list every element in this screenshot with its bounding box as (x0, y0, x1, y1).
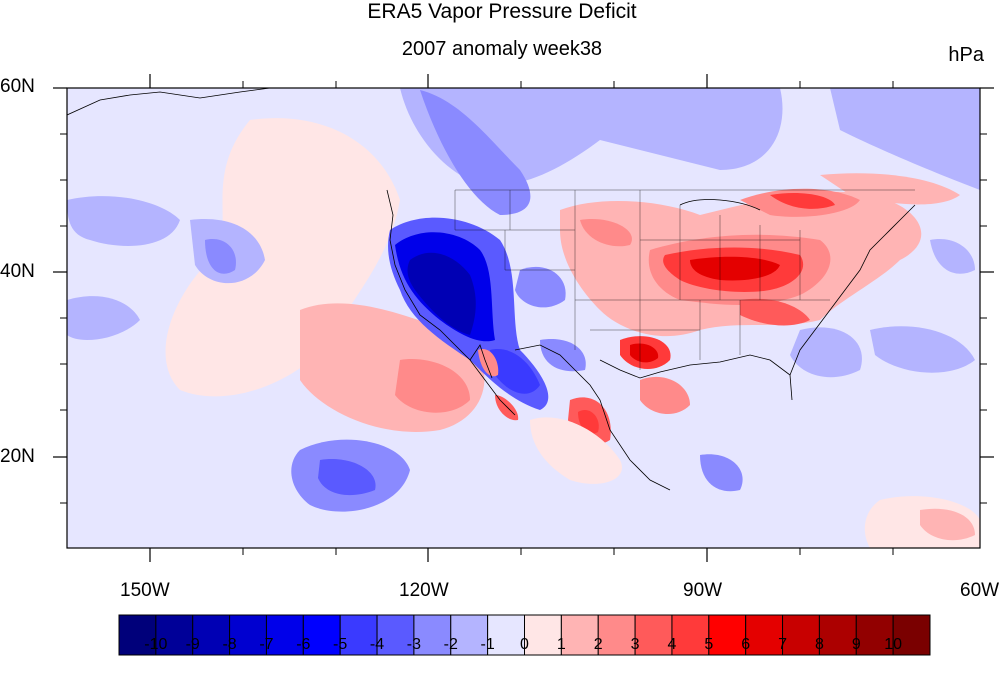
lon-label-90w: 90W (683, 580, 723, 601)
colorbar-box (892, 614, 931, 656)
colorbar-box (782, 614, 820, 656)
colorbar-label: -10 (144, 636, 168, 653)
colorbar-label: 9 (851, 636, 861, 653)
colorbar-label: -2 (443, 636, 458, 653)
colorbar-box (708, 614, 747, 656)
colorbar-label: 1 (556, 636, 566, 653)
colorbar-box (118, 614, 157, 656)
colorbar-label: -8 (222, 636, 237, 653)
lon-label-150w: 150W (120, 580, 170, 601)
colorbar-box (597, 614, 636, 656)
colorbar-label: 10 (884, 636, 903, 653)
colorbar-boxes (118, 614, 931, 656)
colorbar-box (818, 614, 857, 656)
colorbar-label: -3 (406, 636, 422, 653)
colorbar-label: 0 (520, 636, 529, 653)
colorbar-box (413, 614, 452, 656)
units-label: hPa (948, 44, 984, 66)
lat-label-60n: 60N (0, 76, 35, 97)
colorbar-box (745, 614, 784, 656)
lon-label-120w: 120W (399, 580, 449, 601)
lon-label-60w: 60W (960, 580, 1000, 601)
colorbar-label: 2 (593, 636, 603, 653)
colorbar-box (855, 614, 894, 656)
colorbar-label: 8 (814, 636, 824, 653)
colorbar-label: 6 (741, 636, 751, 653)
colorbar-box (192, 614, 231, 656)
colorbar-box (634, 614, 673, 656)
colorbar-label: -4 (369, 636, 385, 653)
map-subtitle: 2007 anomaly week38 (401, 38, 603, 60)
anomaly-field (67, 88, 980, 548)
anomaly-map (53, 74, 994, 562)
colorbar-label: -9 (185, 636, 200, 653)
colorbar-label: -7 (259, 636, 274, 653)
colorbar-label: -1 (480, 636, 495, 653)
colorbar (118, 614, 931, 656)
lat-label-20n: 20N (0, 446, 35, 467)
colorbar-box (302, 614, 341, 656)
colorbar-box (487, 614, 525, 656)
lat-label-40n: 40N (0, 261, 35, 282)
colorbar-label: -6 (296, 636, 311, 653)
colorbar-label: -5 (333, 636, 348, 653)
colorbar-box (524, 614, 562, 656)
colorbar-label: 4 (667, 636, 677, 653)
colorbar-label: 3 (630, 636, 640, 653)
colorbar-box (560, 614, 599, 656)
colorbar-box (450, 614, 489, 656)
axis-ticks (53, 74, 994, 562)
colorbar-label: 7 (778, 636, 787, 653)
map-title: ERA5 Vapor Pressure Deficit (367, 0, 637, 23)
coastlines (67, 88, 916, 491)
minor-ticks (60, 81, 987, 555)
colorbar-box (671, 614, 710, 656)
state-boundaries (454, 189, 915, 370)
colorbar-box (339, 614, 378, 656)
colorbar-box (155, 614, 194, 656)
colorbar-box (229, 614, 267, 656)
colorbar-label: 5 (704, 636, 714, 653)
